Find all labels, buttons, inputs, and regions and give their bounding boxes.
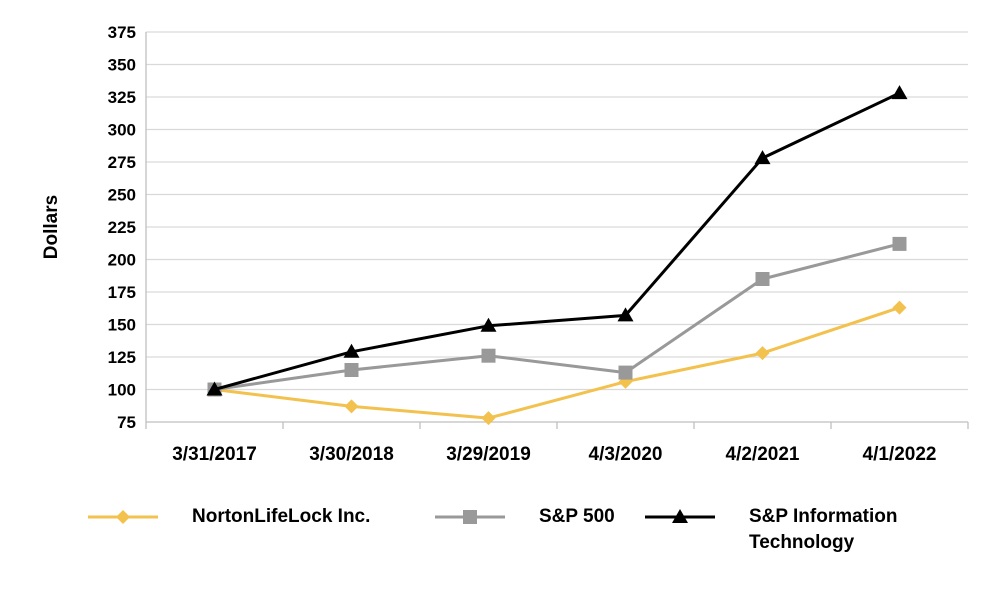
y-tick-label: 225 — [108, 218, 136, 237]
series-line — [214, 91, 901, 391]
legend-swatch — [645, 509, 715, 523]
legend-item: S&P Information Technology — [645, 504, 939, 556]
legend-label: S&P 500 — [539, 506, 615, 527]
y-tick-label: 300 — [108, 121, 136, 140]
y-tick-label: 375 — [108, 23, 136, 42]
y-tick-label: 100 — [108, 381, 136, 400]
legend-swatch — [435, 510, 505, 524]
legend: NortonLifeLock Inc. S&P 500 S&P Informatio… — [0, 504, 1000, 574]
y-tick-label: 200 — [108, 251, 136, 270]
y-tick-label: 75 — [117, 413, 136, 432]
data-point — [755, 272, 770, 286]
data-point — [481, 411, 496, 426]
y-tick-label: 275 — [108, 153, 136, 172]
data-point — [344, 399, 359, 414]
y-tick-label: 125 — [108, 348, 136, 367]
legend-marker — [116, 510, 130, 524]
x-tick-label: 4/2/2021 — [726, 444, 800, 465]
x-tick-label: 3/29/2019 — [446, 444, 531, 465]
y-tick-label: 150 — [108, 316, 136, 335]
legend-label: S&P Information Technology — [749, 506, 898, 553]
y-tick-label: 250 — [108, 186, 136, 205]
series-line — [214, 306, 900, 420]
legend-item: NortonLifeLock Inc. — [88, 504, 370, 532]
series-1 — [207, 236, 907, 397]
data-point — [206, 381, 223, 396]
series-line — [214, 242, 900, 391]
data-point — [617, 307, 634, 322]
y-axis-title: Dollars — [41, 195, 62, 259]
data-point — [481, 348, 496, 363]
gridlines — [146, 31, 968, 391]
x-tick-label: 4/1/2022 — [863, 444, 937, 465]
y-tick-label: 350 — [108, 56, 136, 75]
legend-item: S&P 500 — [435, 504, 615, 532]
data-point — [892, 236, 907, 251]
x-tick-label: 4/3/2020 — [589, 444, 663, 465]
legend-marker — [672, 509, 688, 523]
data-point — [892, 300, 907, 315]
y-tick-label: 175 — [108, 283, 136, 302]
data-point — [754, 150, 771, 165]
data-point — [891, 85, 908, 100]
series-2 — [206, 85, 908, 396]
data-point — [618, 365, 633, 380]
y-tick-labels: 75 100 125 150 175 200 225 250 275 300 325 350 375 — [108, 23, 136, 432]
legend-marker — [463, 510, 477, 524]
x-tick-labels: 3/31/2017 3/30/2018 3/29/2019 4/3/2020 4/2/2… — [172, 444, 936, 465]
legend-swatch — [88, 510, 158, 524]
y-tick-label: 325 — [108, 88, 136, 107]
legend-label: NortonLifeLock Inc. — [192, 506, 371, 527]
data-point — [343, 343, 360, 358]
axes — [145, 32, 969, 429]
x-tick-label: 3/30/2018 — [309, 444, 394, 465]
x-tick-label: 3/31/2017 — [172, 444, 257, 465]
data-point — [480, 317, 497, 332]
series-group — [206, 85, 908, 426]
data-point — [755, 346, 770, 361]
data-point — [344, 363, 359, 377]
